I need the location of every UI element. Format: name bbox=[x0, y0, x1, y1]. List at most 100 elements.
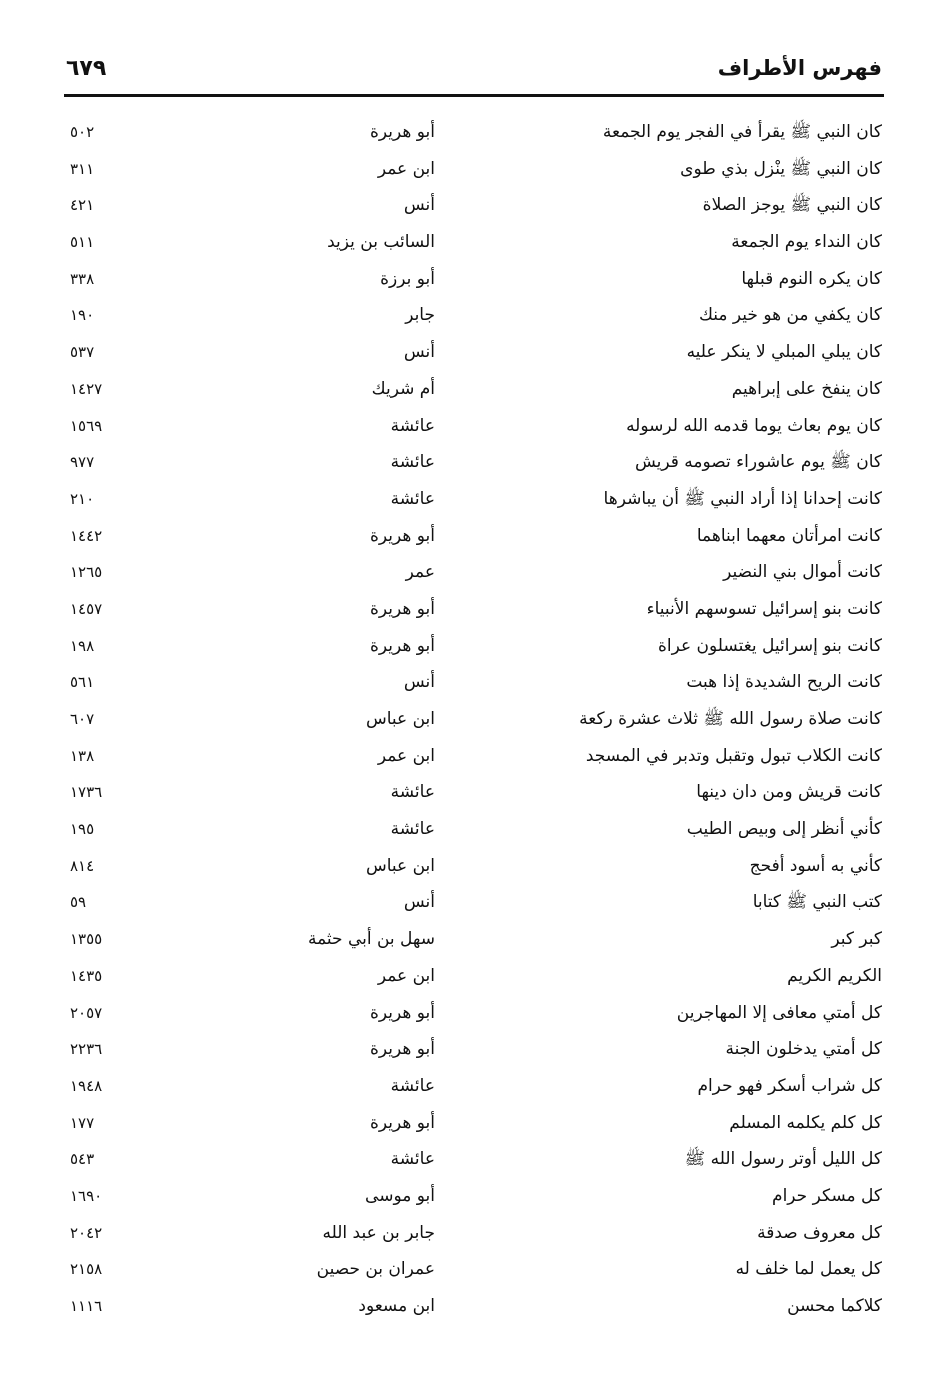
header-rule bbox=[64, 94, 884, 97]
index-entry: كانت قريش ومن دان دينها عائشة ١٧٣٦ bbox=[0, 774, 950, 811]
narrator: عائشة bbox=[390, 452, 435, 473]
index-entry: كانت الكلاب تبول وتقبل وتدبر في المسجد اب… bbox=[0, 738, 950, 775]
index-entry: كل أمتي يدخلون الجنة أبو هريرة ٢٢٣٦ bbox=[0, 1031, 950, 1068]
reference-number: ١٤٣٥ bbox=[70, 966, 103, 985]
hadith-text: كانت بنو إسرائيل يغتسلون عراة bbox=[657, 635, 882, 656]
index-entry: كان يبلي المبلي لا ينكر عليه أنس ٥٣٧ bbox=[0, 334, 950, 371]
narrator: أبو هريرة bbox=[369, 525, 435, 546]
reference-number: ١١١٦ bbox=[70, 1297, 103, 1315]
narrator: أم شريك bbox=[371, 378, 435, 399]
hadith-text: كانت أموال بني النضير bbox=[723, 562, 882, 583]
narrator: عائشة bbox=[390, 819, 435, 840]
reference-number: ١٩٠ bbox=[70, 306, 95, 325]
index-entry: كان ينفخ على إبراهيم أم شريك ١٤٢٧ bbox=[0, 371, 950, 408]
reference-number: ١٢٦٥ bbox=[70, 563, 103, 582]
narrator: أنس bbox=[403, 892, 435, 913]
hadith-text: كان يكفي من هو خير منك bbox=[698, 305, 882, 326]
hadith-text: كانت الكلاب تبول وتقبل وتدبر في المسجد bbox=[585, 745, 882, 766]
reference-number: ٦٠٧ bbox=[70, 710, 95, 728]
narrator: أبو هريرة bbox=[369, 635, 435, 656]
index-entry: كل شراب أسكر فهو حرام عائشة ١٩٤٨ bbox=[0, 1068, 950, 1105]
reference-number: ٥٤٣ bbox=[70, 1150, 95, 1169]
hadith-text: كانت امرأتان معهما ابناهما bbox=[696, 525, 882, 546]
reference-number: ١٩٥ bbox=[70, 820, 95, 839]
index-entry: كان يكفي من هو خير منك جابر ١٩٠ bbox=[0, 297, 950, 334]
reference-number: ٨١٤ bbox=[70, 856, 95, 875]
hadith-text: كل أمتي معافى إلا المهاجرين bbox=[676, 1002, 882, 1023]
reference-number: ١٣٥٥ bbox=[70, 930, 103, 949]
hadith-text: كلاكما محسن bbox=[787, 1296, 882, 1316]
narrator: سهل بن أبي حثمة bbox=[307, 929, 435, 950]
hadith-text: كان النبي ﷺ يوجز الصلاة bbox=[702, 195, 882, 216]
narrator: ابن مسعود bbox=[358, 1296, 435, 1316]
index-entry: كأني به أسود أفحج ابن عباس ٨١٤ bbox=[0, 848, 950, 885]
hadith-text: كان ينفخ على إبراهيم bbox=[731, 378, 882, 399]
hadith-text: كل مسكر حرام bbox=[772, 1185, 882, 1206]
index-list: كان النبي ﷺ يقرأ في الفجر يوم الجمعة أبو … bbox=[0, 114, 950, 1325]
index-entry: كانت الريح الشديدة إذا هبت أنس ٥٦١ bbox=[0, 664, 950, 701]
narrator: ابن عباس bbox=[365, 855, 435, 876]
hadith-text: كان يوم بعاث يوما قدمه الله لرسوله bbox=[626, 415, 882, 436]
narrator: أبو موسى bbox=[365, 1185, 435, 1206]
narrator: ابن عمر bbox=[377, 158, 435, 179]
narrator: أبو هريرة bbox=[369, 1039, 435, 1060]
narrator: عائشة bbox=[390, 488, 435, 509]
hadith-text: كانت الريح الشديدة إذا هبت bbox=[686, 672, 882, 693]
hadith-text: كانت قريش ومن دان دينها bbox=[696, 782, 882, 803]
index-entry: كانت صلاة رسول الله ﷺ ثلاث عشرة ركعة ابن … bbox=[0, 701, 950, 738]
narrator: عمران بن حصين bbox=[316, 1259, 435, 1280]
reference-number: ٥٣٧ bbox=[70, 343, 95, 362]
index-entry: كل مسكر حرام أبو موسى ١٦٩٠ bbox=[0, 1178, 950, 1215]
reference-number: ١٩٨ bbox=[70, 636, 95, 655]
index-entry: كان النبي ﷺ يوجز الصلاة أنس ٤٢١ bbox=[0, 187, 950, 224]
narrator: أنس bbox=[403, 672, 435, 693]
narrator: ابن عباس bbox=[365, 709, 435, 729]
hadith-text: كل أمتي يدخلون الجنة bbox=[725, 1039, 883, 1060]
hadith-text: كانت صلاة رسول الله ﷺ ثلاث عشرة ركعة bbox=[579, 709, 882, 729]
index-entry: كل يعمل لما خلف له عمران بن حصين ٢١٥٨ bbox=[0, 1251, 950, 1288]
index-entry: كبر كبر سهل بن أبي حثمة ١٣٥٥ bbox=[0, 921, 950, 958]
index-entry: كل كلم يكلمه المسلم أبو هريرة ١٧٧ bbox=[0, 1105, 950, 1142]
index-entry: كان النبي ﷺ ينْزل بذي طوى ابن عمر ٣١١ bbox=[0, 151, 950, 188]
index-entry: كانت امرأتان معهما ابناهما أبو هريرة ١٤٤٢ bbox=[0, 518, 950, 555]
narrator: أنس bbox=[403, 342, 435, 363]
hadith-text: كان يكره النوم قبلها bbox=[741, 268, 882, 289]
index-entry: كان يوم بعاث يوما قدمه الله لرسوله عائشة ١… bbox=[0, 408, 950, 445]
narrator: أبو هريرة bbox=[369, 598, 435, 619]
hadith-text: كل يعمل لما خلف له bbox=[735, 1259, 882, 1280]
reference-number: ٣١١ bbox=[70, 159, 95, 178]
reference-number: ٣٣٨ bbox=[70, 269, 95, 288]
hadith-text: كل الليل أوتر رسول الله ﷺ bbox=[684, 1149, 882, 1170]
reference-number: ٢١٥٨ bbox=[70, 1260, 103, 1279]
hadith-text: كان النبي ﷺ يقرأ في الفجر يوم الجمعة bbox=[602, 122, 882, 142]
hadith-text: الكريم الكريم bbox=[787, 965, 882, 986]
hadith-text: كل شراب أسكر فهو حرام bbox=[697, 1075, 882, 1096]
narrator: جابر bbox=[405, 305, 435, 326]
reference-number: ١٩٤٨ bbox=[70, 1076, 103, 1095]
reference-number: ١٣٨ bbox=[70, 746, 95, 765]
narrator: أبو برزة bbox=[380, 268, 435, 289]
index-entry: كل معروف صدقة جابر بن عبد الله ٢٠٤٢ bbox=[0, 1215, 950, 1252]
index-entry: كان ﷺ يوم عاشوراء تصومه قريش عائشة ٩٧٧ bbox=[0, 444, 950, 481]
narrator: عائشة bbox=[390, 1149, 435, 1170]
index-entry: كل الليل أوتر رسول الله ﷺ عائشة ٥٤٣ bbox=[0, 1141, 950, 1178]
narrator: أبو هريرة bbox=[369, 1002, 435, 1023]
hadith-text: كأني به أسود أفحج bbox=[749, 855, 882, 876]
narrator: عائشة bbox=[390, 782, 435, 803]
hadith-text: كان ﷺ يوم عاشوراء تصومه قريش bbox=[634, 452, 882, 473]
reference-number: ٥١١ bbox=[70, 233, 95, 252]
hadith-text: كل كلم يكلمه المسلم bbox=[729, 1112, 882, 1133]
index-entry: كانت بنو إسرائيل تسوسهم الأنبياء أبو هرير… bbox=[0, 591, 950, 628]
narrator: عائشة bbox=[390, 415, 435, 436]
index-entry: كتب النبي ﷺ كتابا أنس ٥٩ bbox=[0, 884, 950, 921]
reference-number: ١٦٩٠ bbox=[70, 1186, 103, 1205]
hadith-text: كبر كبر bbox=[831, 929, 882, 950]
reference-number: ١٥٦٩ bbox=[70, 416, 103, 435]
index-entry: كانت إحدانا إذا أراد النبي ﷺ أن يباشرها ع… bbox=[0, 481, 950, 518]
narrator: جابر بن عبد الله bbox=[322, 1222, 435, 1243]
hadith-text: كانت إحدانا إذا أراد النبي ﷺ أن يباشرها bbox=[603, 488, 882, 509]
index-entry: كانت بنو إسرائيل يغتسلون عراة أبو هريرة ١٩… bbox=[0, 628, 950, 665]
index-entry: كلاكما محسن ابن مسعود ١١١٦ bbox=[0, 1288, 950, 1325]
index-entry: الكريم الكريم ابن عمر ١٤٣٥ bbox=[0, 958, 950, 995]
narrator: عائشة bbox=[390, 1075, 435, 1096]
